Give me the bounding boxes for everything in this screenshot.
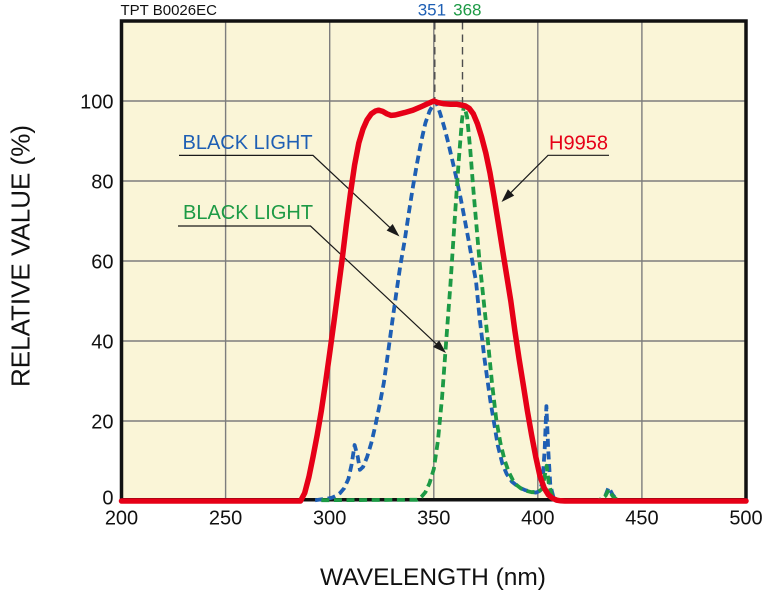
svg-text:100: 100 (80, 91, 113, 113)
svg-text:350: 350 (417, 508, 450, 530)
svg-text:450: 450 (625, 508, 658, 530)
svg-text:500: 500 (729, 508, 762, 530)
svg-text:20: 20 (91, 411, 113, 433)
svg-text:400: 400 (521, 508, 554, 530)
svg-text:200: 200 (105, 508, 138, 530)
svg-text:WAVELENGTH (nm): WAVELENGTH (nm) (320, 564, 546, 591)
svg-text:BLACK LIGHT: BLACK LIGHT (183, 202, 313, 224)
svg-text:H9958: H9958 (549, 132, 608, 154)
svg-text:TPT B0026EC: TPT B0026EC (121, 2, 218, 19)
svg-text:250: 250 (209, 508, 242, 530)
svg-text:RELATIVE VALUE (%): RELATIVE VALUE (%) (6, 125, 36, 387)
svg-text:40: 40 (91, 331, 113, 353)
svg-text:300: 300 (313, 508, 346, 530)
svg-text:60: 60 (91, 251, 113, 273)
svg-text:368: 368 (453, 1, 481, 20)
svg-text:80: 80 (91, 171, 113, 193)
svg-text:BLACK LIGHT: BLACK LIGHT (183, 132, 313, 154)
svg-text:351: 351 (418, 1, 446, 20)
svg-text:0: 0 (102, 488, 113, 510)
